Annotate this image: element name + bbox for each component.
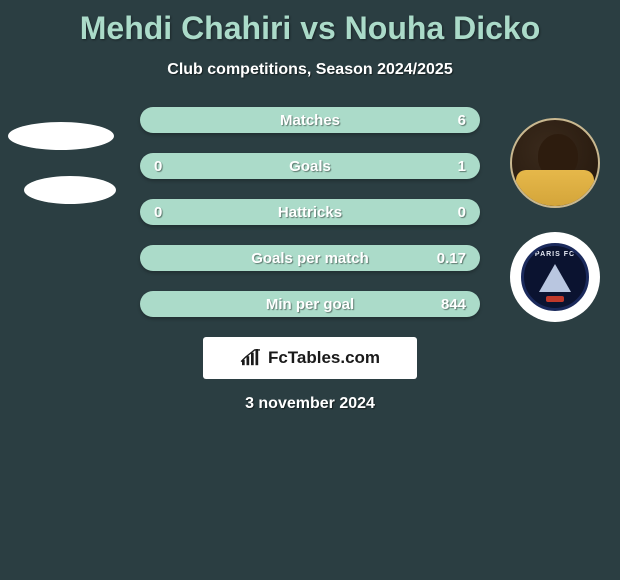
brand-badge[interactable]: FcTables.com [203,337,417,379]
stat-row-min-per-goal: Min per goal 844 [140,291,480,317]
stat-label: Goals per match [140,250,480,267]
stat-label: Min per goal [140,296,480,313]
page-title: Mehdi Chahiri vs Nouha Dicko [0,0,620,47]
stat-label: Hattricks [140,204,480,221]
stat-row-hattricks: 0 Hattricks 0 [140,199,480,225]
stat-row-goals-per-match: Goals per match 0.17 [140,245,480,271]
stat-row-goals: 0 Goals 1 [140,153,480,179]
date-label: 3 november 2024 [0,395,620,413]
subtitle: Club competitions, Season 2024/2025 [0,61,620,79]
stat-label: Matches [140,112,480,129]
stat-bars: Matches 6 0 Goals 1 0 Hattricks 0 Goals … [140,107,480,317]
stat-label: Goals [140,158,480,175]
chart-icon [240,349,262,367]
stats-section: Matches 6 0 Goals 1 0 Hattricks 0 Goals … [0,107,620,413]
stat-row-matches: Matches 6 [140,107,480,133]
brand-text: FcTables.com [268,348,380,368]
